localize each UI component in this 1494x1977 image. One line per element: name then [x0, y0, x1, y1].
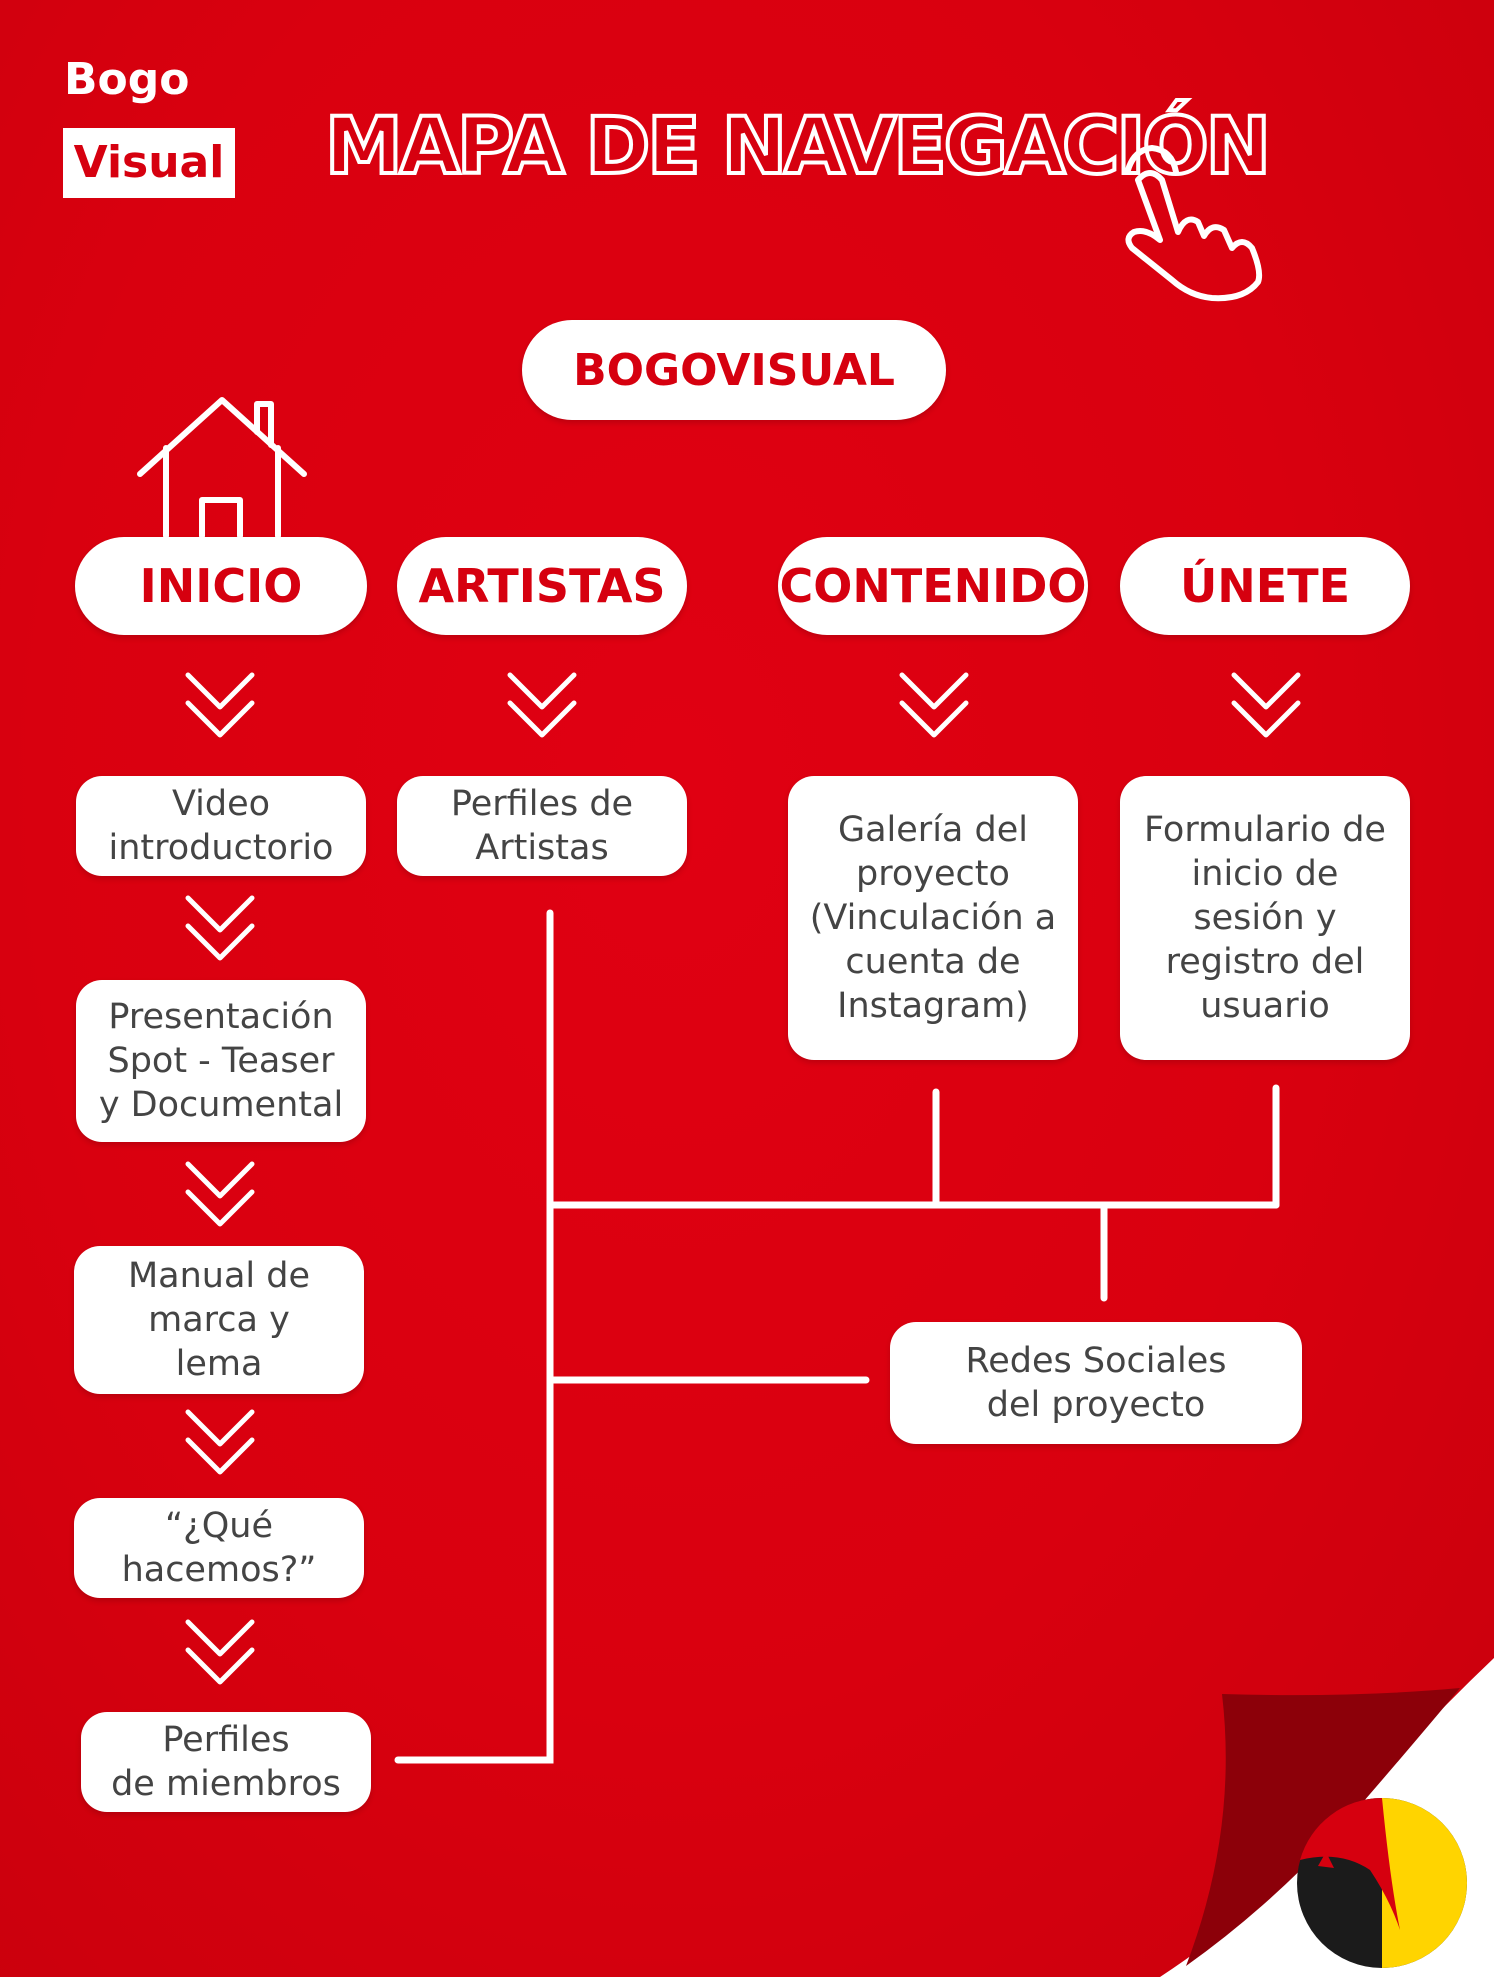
- chevron-double-down-icon: [185, 1619, 255, 1685]
- section-contenido[interactable]: CONTENIDO: [778, 537, 1088, 635]
- chevron-double-down-icon: [185, 1161, 255, 1227]
- corner-emblem-icon: [1297, 1797, 1467, 1968]
- page-presentacion[interactable]: Presentación Spot - Teaser y Documental: [76, 980, 366, 1142]
- chevron-double-down-icon: [185, 672, 255, 738]
- connector-lines: [394, 909, 1280, 1764]
- page-formulario-registro[interactable]: Formulario de inicio de sesión y registr…: [1120, 776, 1410, 1060]
- root-node-bogovisual[interactable]: BOGOVISUAL: [522, 320, 946, 420]
- section-artistas[interactable]: ARTISTAS: [397, 537, 687, 635]
- section-unete[interactable]: ÚNETE: [1120, 537, 1410, 635]
- page-que-hacemos[interactable]: “¿Qué hacemos?”: [74, 1498, 364, 1598]
- page-perfiles-de-artistas[interactable]: Perfiles de Artistas: [397, 776, 687, 876]
- logo-bogo: Bogo: [64, 54, 190, 105]
- chevron-double-down-icon: [899, 672, 969, 738]
- chevron-double-down-icon: [185, 895, 255, 961]
- page-redes-sociales[interactable]: Redes Sociales del proyecto: [890, 1322, 1302, 1444]
- pointer-hand-icon: [1125, 145, 1263, 302]
- page-video-introductorio[interactable]: Video introductorio: [76, 776, 366, 876]
- section-inicio[interactable]: INICIO: [75, 537, 367, 635]
- logo-visual: Visual: [73, 137, 225, 188]
- page-manual-de-marca[interactable]: Manual de marca y lema: [74, 1246, 364, 1394]
- logo-visual-box: Visual: [63, 128, 235, 198]
- page-galeria-del-proyecto[interactable]: Galería del proyecto (Vinculación a cuen…: [788, 776, 1078, 1060]
- page-perfiles-de-miembros[interactable]: Perfiles de miembros: [81, 1712, 371, 1812]
- chevron-double-down-icon: [1231, 672, 1301, 738]
- house-icon: [137, 397, 307, 539]
- chevron-double-down-icon: [185, 1409, 255, 1475]
- chevron-double-down-icon: [507, 672, 577, 738]
- page-title: MAPA DE NAVEGACIÓN: [323, 102, 1273, 192]
